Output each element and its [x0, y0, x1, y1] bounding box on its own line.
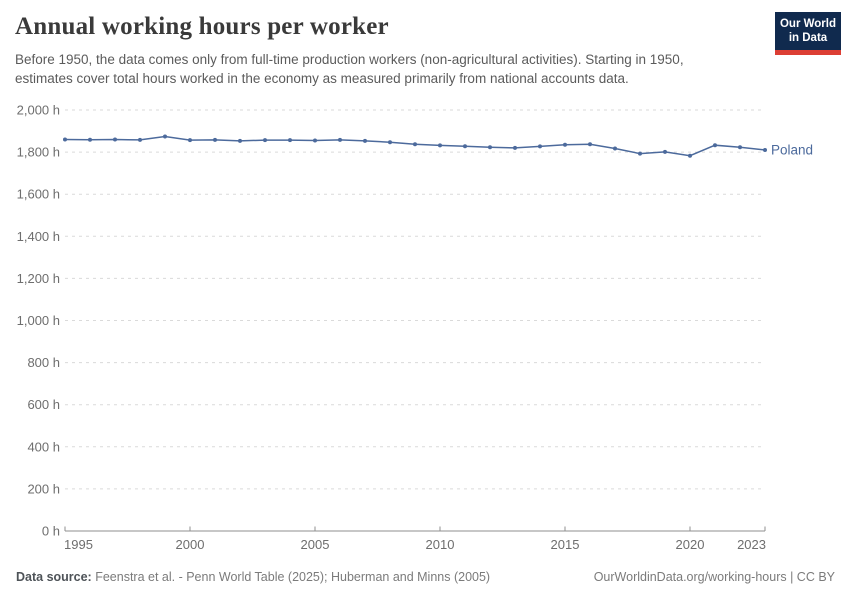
- data-point[interactable]: [338, 137, 342, 142]
- data-point[interactable]: [313, 138, 317, 143]
- owid-logo-line1: Our World: [779, 18, 836, 30]
- data-point[interactable]: [613, 146, 617, 151]
- data-point[interactable]: [438, 143, 442, 148]
- x-tick-label: 2000: [176, 537, 205, 552]
- y-tick-label: 1,400 h: [17, 229, 60, 244]
- y-tick-label: 400 h: [27, 439, 60, 454]
- owid-logo-line2: in Data: [788, 31, 828, 44]
- data-source-text: Feenstra et al. - Penn World Table (2025…: [91, 570, 491, 584]
- data-point[interactable]: [588, 142, 592, 147]
- data-point[interactable]: [288, 138, 292, 143]
- data-point[interactable]: [213, 137, 217, 142]
- x-tick-label: 2020: [676, 537, 705, 552]
- license-link[interactable]: OurWorldinData.org/working-hours | CC BY: [593, 570, 835, 584]
- y-tick-label: 800 h: [27, 355, 60, 370]
- data-point[interactable]: [463, 144, 467, 149]
- x-tick-label: 2005: [301, 537, 330, 552]
- y-tick-label: 200 h: [27, 481, 60, 496]
- series-label-poland[interactable]: Poland: [771, 142, 813, 157]
- y-tick-label: 600 h: [27, 397, 60, 412]
- data-point[interactable]: [363, 138, 367, 143]
- data-source-note: Data source: Feenstra et al. - Penn Worl…: [16, 570, 490, 584]
- x-tick-label: 1995: [64, 537, 93, 552]
- data-point[interactable]: [413, 142, 417, 147]
- data-point[interactable]: [713, 143, 717, 148]
- y-tick-label: 1,000 h: [17, 313, 60, 328]
- x-tick-label: 2015: [551, 537, 580, 552]
- x-tick-label: 2023: [737, 537, 766, 552]
- data-point[interactable]: [188, 138, 192, 143]
- data-point[interactable]: [163, 134, 167, 139]
- data-point[interactable]: [663, 149, 667, 154]
- data-point[interactable]: [63, 137, 67, 142]
- owid-logo[interactable]: Our World in Data: [775, 12, 841, 55]
- y-tick-label: 1,600 h: [17, 187, 60, 202]
- data-point[interactable]: [88, 137, 92, 142]
- y-tick-label: 1,800 h: [17, 145, 60, 160]
- data-point[interactable]: [763, 148, 767, 152]
- data-point[interactable]: [688, 153, 692, 158]
- page-title: Annual working hours per worker: [15, 13, 389, 40]
- y-tick-label: 0 h: [42, 524, 60, 539]
- data-point[interactable]: [388, 140, 392, 145]
- data-source-label: Data source:: [16, 570, 92, 584]
- data-point[interactable]: [238, 138, 242, 143]
- data-point[interactable]: [113, 137, 117, 142]
- data-point[interactable]: [563, 142, 567, 147]
- data-point[interactable]: [513, 145, 517, 150]
- data-point[interactable]: [638, 151, 642, 156]
- chart-subtitle: Before 1950, the data comes only from fu…: [15, 52, 684, 86]
- y-tick-label: 2,000 h: [17, 103, 60, 118]
- data-point[interactable]: [263, 138, 267, 143]
- data-point[interactable]: [138, 137, 142, 142]
- x-tick-label: 2010: [426, 537, 455, 552]
- data-point[interactable]: [538, 144, 542, 149]
- y-tick-label: 1,200 h: [17, 271, 60, 286]
- data-point[interactable]: [488, 145, 492, 150]
- data-point[interactable]: [738, 145, 742, 150]
